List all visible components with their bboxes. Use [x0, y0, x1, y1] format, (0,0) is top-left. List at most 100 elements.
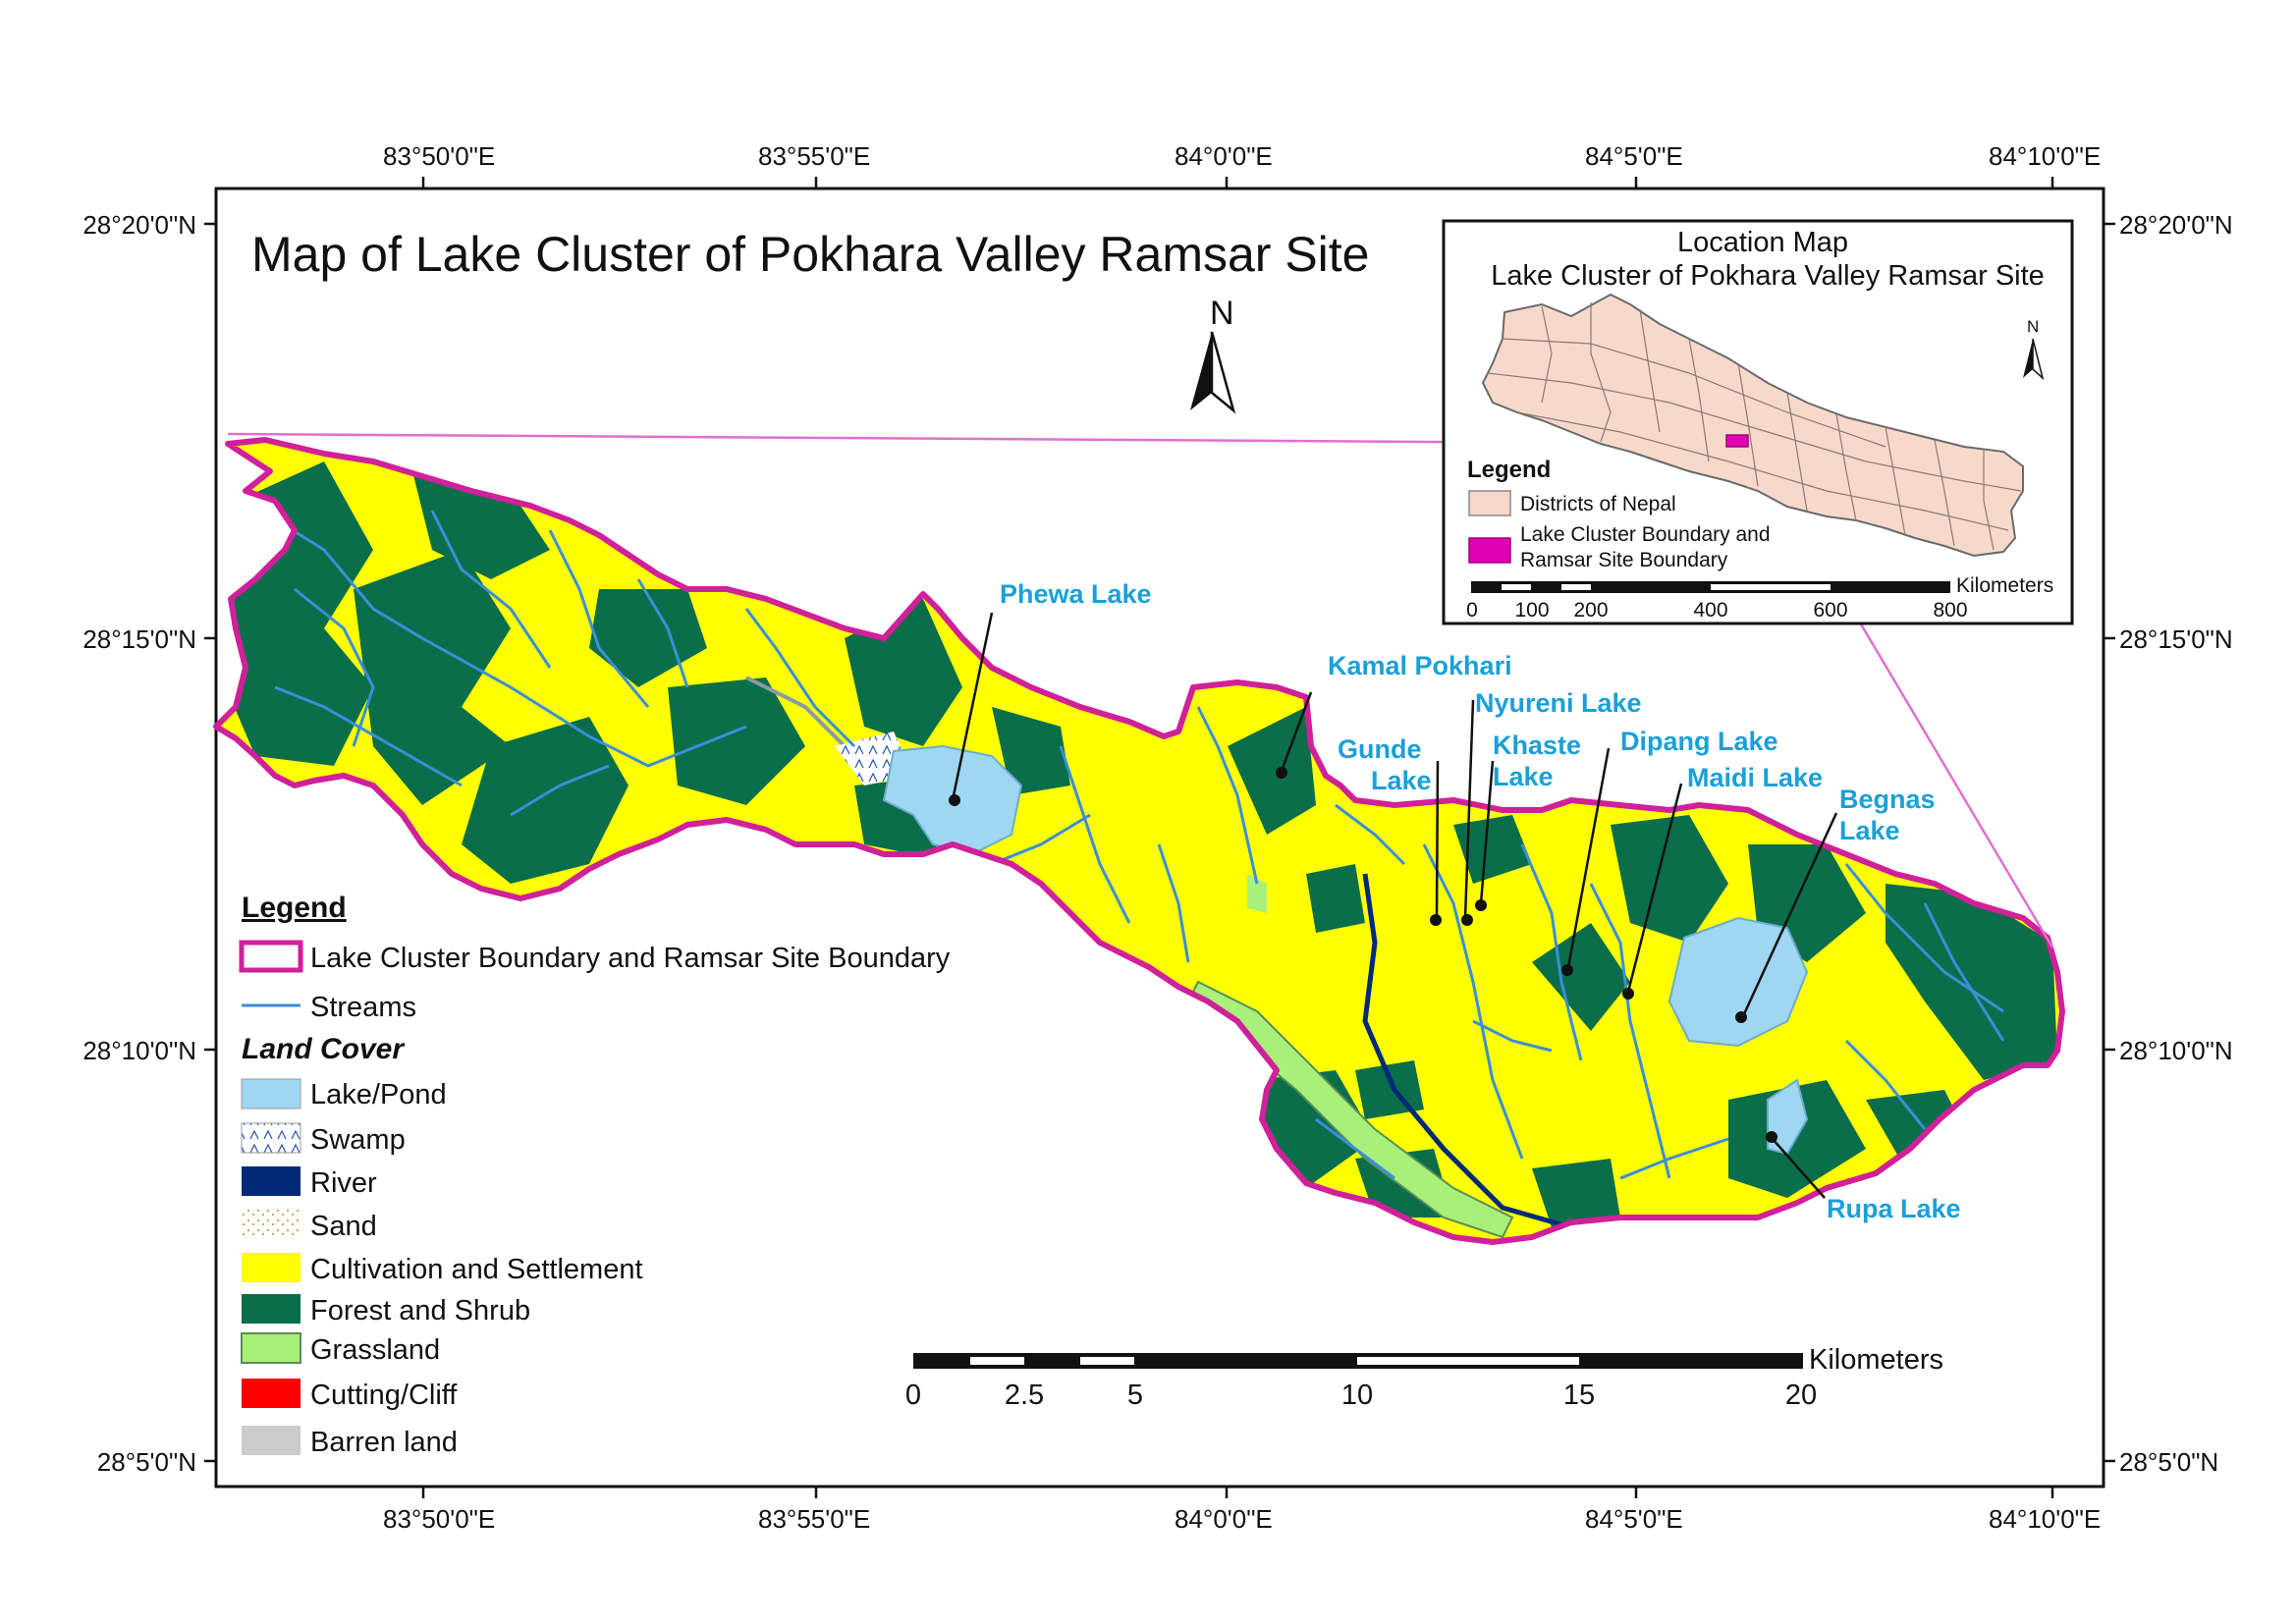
legend-label-barren: Barren land: [310, 1427, 458, 1458]
scale-label: 2.5: [1005, 1380, 1044, 1411]
inset-scale-label: 800: [1933, 599, 1967, 622]
legend-label-swamp: Swamp: [310, 1124, 406, 1156]
legend-label-cultivation: Cultivation and Settlement: [310, 1254, 643, 1285]
inset-district-swatch: [1468, 490, 1511, 516]
nepal-map: [1481, 293, 2024, 558]
lake-labels: Phewa Lake Kamal Pokhari Nyureni Lake Gu…: [1000, 579, 1961, 1223]
kamal-pokhari-label: Kamal Pokhari: [1328, 651, 1512, 680]
rupa-point: [1766, 1131, 1777, 1143]
gunde-label-line2: Lake: [1371, 766, 1432, 795]
inset-scale-label: 100: [1514, 599, 1549, 622]
legend-label-sand: Sand: [310, 1211, 377, 1242]
legend-label-grassland: Grassland: [310, 1334, 440, 1366]
left-latitude-labels: 28°20'0"N 28°15'0"N 28°10'0"N 28°5'0"N: [82, 210, 196, 1477]
legend-swatch-cultivation: [242, 1253, 301, 1282]
maidi-label: Maidi Lake: [1687, 763, 1823, 792]
legend-label-forest: Forest and Shrub: [310, 1295, 530, 1326]
left-lat-label: 28°10'0"N: [82, 1036, 196, 1065]
legend-heading: Legend: [242, 892, 347, 924]
khaste-label-line2: Lake: [1493, 762, 1554, 791]
scale-label: 10: [1341, 1380, 1373, 1411]
top-lon-label: 84°5'0"E: [1585, 141, 1683, 171]
khaste-label-line1: Khaste: [1493, 731, 1581, 760]
bottom-lon-label: 84°5'0"E: [1585, 1504, 1683, 1534]
legend-swatch-forest: [242, 1294, 301, 1324]
right-lat-label: 28°10'0"N: [2119, 1036, 2233, 1065]
right-lat-label: 28°20'0"N: [2119, 210, 2233, 240]
site-boundary: [213, 437, 2065, 1245]
legend-label-lake: Lake/Pond: [310, 1079, 447, 1110]
phewa-label: Phewa Lake: [1000, 579, 1152, 609]
inset-north-arrow-icon: N: [2023, 317, 2045, 381]
top-lon-label: 83°50'0"E: [383, 141, 495, 171]
kamal-pokhari-point: [1276, 767, 1287, 779]
dipang-label: Dipang Lake: [1620, 727, 1778, 756]
rupa-label: Rupa Lake: [1827, 1194, 1961, 1223]
scale-label: 15: [1563, 1380, 1595, 1411]
bottom-longitude-labels: 83°50'0"E 83°55'0"E 84°0'0"E 84°5'0"E 84…: [383, 1504, 2101, 1534]
nyureni-label: Nyureni Lake: [1475, 688, 1642, 718]
legend-swatch-lake: [241, 1078, 301, 1110]
streams: [245, 499, 2005, 1180]
legend-swatch-river: [242, 1166, 301, 1196]
maidi-point: [1622, 988, 1634, 1000]
site-location-marker: [1725, 434, 1749, 448]
inset-scale-label: 600: [1813, 599, 1847, 622]
graticule-ticks: [204, 177, 2115, 1498]
bottom-lon-label: 83°50'0"E: [383, 1504, 495, 1534]
legend-boundary-label: Lake Cluster Boundary and Ramsar Site Bo…: [310, 943, 951, 974]
inset-scale-label: 0: [1466, 599, 1478, 622]
begnas-point: [1735, 1011, 1747, 1023]
map-title: Map of Lake Cluster of Pokhara Valley Ra…: [251, 227, 1369, 282]
legend-land-cover-heading: Land Cover: [242, 1033, 406, 1065]
begnas-label-line2: Lake: [1839, 816, 1900, 845]
inset-district-label: Districts of Nepal: [1520, 493, 1676, 515]
top-longitude-labels: 83°50'0"E 83°55'0"E 84°0'0"E 84°5'0"E 84…: [383, 141, 2101, 171]
bottom-lon-label: 84°10'0"E: [1989, 1504, 2101, 1534]
inset-title-line1: Location Map: [1677, 227, 1848, 258]
inset-north-label: N: [2027, 317, 2039, 336]
inset-scale-bar: Kilometers 0 100 200 400 600 800: [1466, 574, 2053, 622]
scale-label: 0: [905, 1380, 921, 1411]
inset-boundary-label-line1: Lake Cluster Boundary and: [1520, 523, 1771, 546]
bottom-lon-label: 83°55'0"E: [758, 1504, 870, 1534]
bottom-lon-label: 84°0'0"E: [1175, 1504, 1273, 1534]
top-lon-label: 84°10'0"E: [1989, 141, 2101, 171]
seti-river: [1362, 873, 1572, 1230]
begnas-label-line1: Begnas: [1839, 785, 1936, 814]
legend-swatch-swamp: [241, 1122, 301, 1154]
right-latitude-labels: 28°20'0"N 28°15'0"N 28°10'0"N 28°5'0"N: [2119, 210, 2233, 1477]
inset-scale-label: 200: [1573, 599, 1608, 622]
right-lat-label: 28°5'0"N: [2119, 1447, 2218, 1477]
top-lon-label: 83°55'0"E: [758, 141, 870, 171]
inset-title-line2: Lake Cluster of Pokhara Valley Ramsar Si…: [1491, 260, 2045, 292]
inset-scale-unit: Kilometers: [1956, 574, 2053, 597]
location-inset: Location Map Lake Cluster of Pokhara Val…: [1442, 219, 2074, 625]
north-arrow-icon: N: [1190, 295, 1236, 414]
left-lat-label: 28°20'0"N: [82, 210, 196, 240]
left-lat-label: 28°15'0"N: [82, 624, 196, 654]
inset-boundary-swatch: [1468, 537, 1511, 564]
legend-streams-label: Streams: [310, 992, 416, 1023]
scale-label: 5: [1127, 1380, 1143, 1411]
legend-swatch-grassland: [241, 1332, 301, 1364]
khaste-point: [1475, 899, 1487, 911]
dipang-point: [1561, 964, 1573, 976]
top-lon-label: 84°0'0"E: [1175, 141, 1273, 171]
lake-points: [949, 767, 1777, 1143]
scale-unit: Kilometers: [1809, 1344, 1943, 1376]
phewa-point: [949, 794, 960, 806]
legend-label-cliff: Cutting/Cliff: [310, 1380, 458, 1411]
lake-leader-lines: [951, 612, 1838, 1199]
scale-label: 20: [1785, 1380, 1817, 1411]
gunde-point: [1430, 914, 1442, 926]
north-label: N: [1210, 295, 1234, 332]
left-lat-label: 28°5'0"N: [97, 1447, 196, 1477]
right-lat-label: 28°15'0"N: [2119, 624, 2233, 654]
inset-scale-label: 400: [1693, 599, 1727, 622]
gunde-label-line1: Gunde: [1338, 734, 1422, 764]
legend-swatch-cliff: [242, 1379, 301, 1408]
inset-boundary-label-line2: Ramsar Site Boundary: [1520, 549, 1728, 571]
legend-label-river: River: [310, 1167, 377, 1199]
